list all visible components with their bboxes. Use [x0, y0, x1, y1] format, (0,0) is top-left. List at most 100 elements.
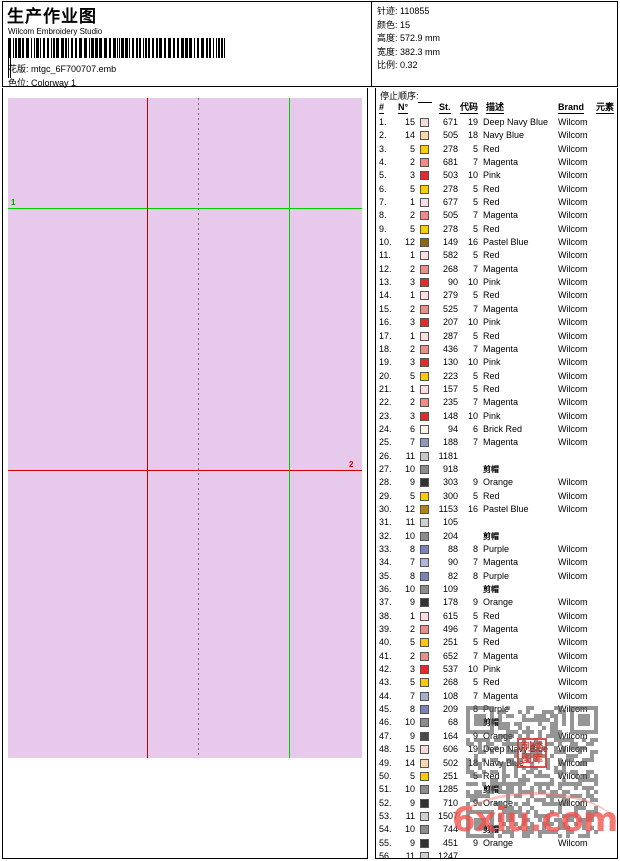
table-row[interactable]: 30. 12 1153 16 Pastel Blue Wilcom — [376, 503, 617, 516]
row-color-description: Pink — [483, 664, 501, 675]
table-row[interactable]: 28. 9 303 9 Orange Wilcom — [376, 476, 617, 489]
table-row[interactable]: 37. 9 178 9 Orange Wilcom — [376, 596, 617, 609]
table-row[interactable]: 39. 2 496 7 Magenta Wilcom — [376, 623, 617, 636]
table-row[interactable]: 21. 1 157 5 Red Wilcom — [376, 383, 617, 396]
table-row[interactable]: 1. 15 671 19 Deep Navy Blue Wilcom — [376, 116, 617, 129]
row-color-swatch — [420, 504, 429, 514]
colorway-label: 色位: — [8, 78, 29, 88]
table-row[interactable]: 33. 8 88 8 Purple Wilcom — [376, 543, 617, 556]
row-color-swatch — [420, 745, 429, 755]
table-row[interactable]: 7. 1 677 5 Red Wilcom — [376, 196, 617, 209]
row-color-swatch — [420, 811, 429, 821]
table-row[interactable]: 22. 2 235 7 Magenta Wilcom — [376, 396, 617, 409]
table-row[interactable]: 16. 3 207 10 Pink Wilcom — [376, 316, 617, 329]
row-brand: Wilcom — [558, 610, 588, 621]
table-row[interactable]: 41. 2 652 7 Magenta Wilcom — [376, 650, 617, 663]
column-header-index: # — [379, 102, 385, 114]
row-color-code: 5 — [472, 677, 478, 688]
embroidery-artwork — [8, 98, 362, 758]
row-brand: Wilcom — [558, 317, 588, 328]
row-index: 16. — [379, 317, 392, 328]
row-needle-number: 3 — [409, 277, 415, 288]
row-stitch-count: 278 — [442, 183, 458, 194]
column-header-brand: Brand — [558, 102, 585, 114]
row-stitch-count: 615 — [442, 610, 458, 621]
column-header-swatch — [418, 102, 432, 103]
table-row[interactable]: 11. 1 582 5 Red Wilcom — [376, 249, 617, 262]
row-needle-number: 7 — [409, 557, 415, 568]
row-stitch-count: 525 — [442, 303, 458, 314]
table-row[interactable]: 18. 2 436 7 Magenta Wilcom — [376, 343, 617, 356]
row-brand: Wilcom — [558, 383, 588, 394]
row-color-code: 5 — [472, 183, 478, 194]
table-row[interactable]: 2. 14 505 18 Navy Blue Wilcom — [376, 129, 617, 142]
row-color-description: Pastel Blue — [483, 237, 529, 248]
table-row[interactable]: 17. 1 287 5 Red Wilcom — [376, 330, 617, 343]
table-row[interactable]: 26. 11 1181 — [376, 450, 617, 463]
row-index: 4. — [379, 157, 387, 168]
file-line: 花版: mtgc_6F700707.emb — [8, 62, 116, 75]
table-row[interactable]: 20. 5 223 5 Red Wilcom — [376, 370, 617, 383]
app-subtitle: Wilcom Embroidery Studio — [8, 27, 103, 36]
row-stitch-count: 268 — [442, 263, 458, 274]
table-row[interactable]: 6. 5 278 5 Red Wilcom — [376, 183, 617, 196]
row-stitch-count: 287 — [442, 330, 458, 341]
column-header-code: 代码 — [460, 102, 479, 114]
guide-marker-1: 1 — [11, 198, 16, 207]
row-index: 53. — [379, 810, 392, 821]
table-row[interactable]: 3. 5 278 5 Red Wilcom — [376, 143, 617, 156]
table-row[interactable]: 24. 6 94 6 Brick Red Wilcom — [376, 423, 617, 436]
table-row[interactable]: 55. 9 451 9 Orange Wilcom — [376, 837, 617, 850]
row-index: 45. — [379, 704, 392, 715]
row-needle-number: 5 — [409, 490, 415, 501]
row-needle-number: 15 — [404, 744, 415, 755]
table-row[interactable]: 35. 8 82 8 Purple Wilcom — [376, 570, 617, 583]
table-row[interactable]: 32. 10 204 剪帽 — [376, 530, 617, 543]
table-row[interactable]: 43. 5 268 5 Red Wilcom — [376, 676, 617, 689]
row-index: 3. — [379, 143, 387, 154]
table-row[interactable]: 38. 1 615 5 Red Wilcom — [376, 610, 617, 623]
row-stitch-count: 652 — [442, 650, 458, 661]
table-row[interactable]: 13. 3 90 10 Pink Wilcom — [376, 276, 617, 289]
table-row[interactable]: 9. 5 278 5 Red Wilcom — [376, 223, 617, 236]
row-stitch-count: 303 — [442, 477, 458, 488]
table-row[interactable]: 25. 7 188 7 Magenta Wilcom — [376, 436, 617, 449]
table-row[interactable]: 34. 7 90 7 Magenta Wilcom — [376, 556, 617, 569]
row-color-code: 6 — [472, 423, 478, 434]
table-row[interactable]: 31. 11 105 — [376, 516, 617, 529]
row-stitch-count: 451 — [442, 837, 458, 848]
table-row[interactable]: 4. 2 681 7 Magenta Wilcom — [376, 156, 617, 169]
row-needle-number: 8 — [409, 704, 415, 715]
table-row[interactable]: 19. 3 130 10 Pink Wilcom — [376, 356, 617, 369]
row-color-code: 5 — [472, 610, 478, 621]
row-needle-number: 1 — [409, 250, 415, 261]
table-row[interactable]: 23. 3 148 10 Pink Wilcom — [376, 410, 617, 423]
table-row[interactable]: 15. 2 525 7 Magenta Wilcom — [376, 303, 617, 316]
table-row[interactable]: 10. 12 149 16 Pastel Blue Wilcom — [376, 236, 617, 249]
row-color-description: Magenta — [483, 437, 519, 448]
row-brand: Wilcom — [558, 197, 588, 208]
table-row[interactable]: 44. 7 108 7 Magenta Wilcom — [376, 690, 617, 703]
table-row[interactable]: 36. 10 109 剪帽 — [376, 583, 617, 596]
table-row[interactable]: 8. 2 505 7 Magenta Wilcom — [376, 209, 617, 222]
row-color-description: Magenta — [483, 157, 519, 168]
row-color-swatch — [420, 371, 429, 381]
table-row[interactable]: 40. 5 251 5 Red Wilcom — [376, 636, 617, 649]
row-color-swatch — [420, 411, 429, 421]
table-row[interactable]: 53. 11 1507 — [376, 810, 617, 823]
table-row[interactable]: 29. 5 300 5 Red Wilcom — [376, 490, 617, 503]
table-row[interactable]: 56. 11 1247 — [376, 850, 617, 858]
table-row[interactable]: 42. 3 537 10 Pink Wilcom — [376, 663, 617, 676]
row-stitch-count: 710 — [442, 797, 458, 808]
table-row[interactable]: 5. 3 503 10 Pink Wilcom — [376, 169, 617, 182]
table-row[interactable]: 27. 10 918 剪帽 — [376, 463, 617, 476]
row-color-swatch — [420, 625, 429, 635]
table-row[interactable]: 14. 1 279 5 Red Wilcom — [376, 289, 617, 302]
row-color-code: 7 — [472, 624, 478, 635]
row-stitch-count: 278 — [442, 223, 458, 234]
row-needle-number: 1 — [409, 610, 415, 621]
row-stitch-count: 918 — [442, 463, 458, 474]
row-needle-number: 2 — [409, 650, 415, 661]
table-row[interactable]: 12. 2 268 7 Magenta Wilcom — [376, 263, 617, 276]
